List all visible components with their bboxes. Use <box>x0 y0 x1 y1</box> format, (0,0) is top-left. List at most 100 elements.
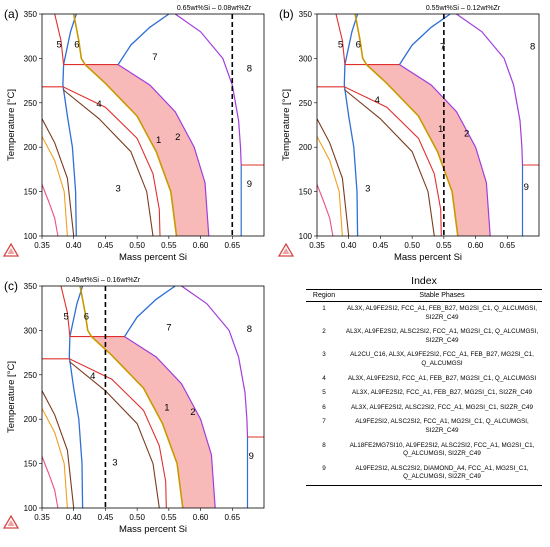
x-axis-label: Mass percent Si <box>119 524 187 535</box>
phase-boundary-line <box>343 14 359 236</box>
region-cell: 3 <box>322 351 326 359</box>
phase-boundary-line <box>68 361 160 508</box>
x-tick-label: 0.45 <box>373 241 389 250</box>
x-tick-label: 0.65 <box>224 513 240 522</box>
panel-b: 0.35 0.40 0.45 0.50 0.55 0.60 0.65 100 150 200 250… <box>275 0 550 270</box>
phases-cell: AL3X, AL9FE2SI2, FCC_A1, FEB_B27, MG2SI_… <box>352 389 532 397</box>
x-tick-label: 0.35 <box>34 241 50 250</box>
x-tick-label: 0.50 <box>129 241 145 250</box>
region-label: 7 <box>152 52 157 63</box>
phase-boundary-line <box>42 118 75 236</box>
y-tick-label: 100 <box>299 232 313 241</box>
phase-boundary-line <box>90 336 184 508</box>
phase-boundary-line <box>317 118 350 236</box>
panel-a: 0.35 0.40 0.45 0.50 0.55 0.60 0.65 100 150 200 250… <box>0 0 275 270</box>
phase-boundary-line <box>456 14 524 166</box>
phase-boundary-line <box>54 14 119 66</box>
region-cell: 4 <box>322 374 326 382</box>
phases-cell: AL3X, AL9FE2SI2, FCC_A1, FEB_B27, MG2SI_… <box>346 305 538 321</box>
region-label: 4 <box>96 99 101 110</box>
x-tick-label: 0.65 <box>224 241 240 250</box>
phases-cell: AL9FE2SI2, ALSC2SI2, FCC_A1, MG2SI_C1, Q… <box>355 418 529 434</box>
region-label: 4 <box>90 371 95 382</box>
panel-label: (c) <box>4 279 18 293</box>
x-tick-label: 0.60 <box>468 241 484 250</box>
y-tick-label: 250 <box>24 371 38 380</box>
table-row: 9 AL9FE2SI2, ALSC2SI2, DIAMOND_A4, FCC_A1… <box>306 461 542 486</box>
x-tick-label: 0.60 <box>193 241 209 250</box>
x-tick-label: 0.35 <box>34 513 50 522</box>
index-table: Region Stable Phases 1 AL3X, AL9FE2SI2, F… <box>306 289 542 486</box>
phase-boundary-line <box>181 286 249 438</box>
phase-diagram-b: 0.35 0.40 0.45 0.50 0.55 0.60 0.65100150200250… <box>277 5 540 263</box>
phases-cell: AL3X, AL9FE2SI2, ALSC2SI2, FCC_A1, MG2SI… <box>350 403 533 411</box>
x-tick-label: 0.55 <box>436 241 452 250</box>
region-label: 6 <box>84 312 89 323</box>
plot-frame <box>316 13 540 237</box>
phase-boundary-line <box>343 89 435 236</box>
phase-boundary-line <box>79 286 93 338</box>
y-tick-label: 250 <box>299 99 313 108</box>
table-row: 2 AL3X, AL9FE2SI2, ALSC2SI2, FCC_A1, MG2S… <box>306 325 542 348</box>
logo-icon <box>277 242 295 257</box>
phase-boundary-line <box>317 136 343 236</box>
region-label: 6 <box>356 40 361 51</box>
region-label: 9 <box>249 451 254 462</box>
phase-boundary-line <box>317 184 334 236</box>
y-tick-label: 300 <box>24 326 38 335</box>
phases-cell: AL3X, AL9FE2SI2, FCC_A1, FEB_B27, MG2SI_… <box>347 374 537 382</box>
y-tick-label: 350 <box>299 10 313 19</box>
phases-cell: AL3X, AL9FE2SI2, ALSC2SI2, FCC_A1, MG2SI… <box>345 328 539 344</box>
logo-icon-inner <box>282 248 290 254</box>
region-label: 7 <box>166 322 171 333</box>
x-tick-label: 0.55 <box>161 513 177 522</box>
table-row: 5 AL3X, AL9FE2SI2, FCC_A1, FEB_B27, MG2SI… <box>306 386 542 401</box>
y-tick-label: 300 <box>299 54 313 63</box>
plot-area <box>42 14 264 236</box>
phase-boundary-line <box>117 14 170 65</box>
y-tick-label: 200 <box>24 415 38 424</box>
phase-boundary-line <box>42 86 161 236</box>
region-2-highlight <box>366 64 491 236</box>
y-tick-label: 100 <box>24 504 38 513</box>
phase-boundary-line <box>68 286 84 508</box>
phase-boundary-line <box>42 358 167 508</box>
region-label: 1 <box>438 124 443 135</box>
plot-area <box>317 14 539 236</box>
phase-boundary-line <box>117 64 210 236</box>
region-2-highlight <box>85 64 209 236</box>
y-axis-label: Temperature [°C] <box>6 361 17 433</box>
phase-boundary-line <box>124 336 216 508</box>
phase-boundary-line <box>399 64 491 236</box>
y-tick-label: 250 <box>24 99 38 108</box>
phase-boundary-line <box>84 64 178 236</box>
table-row: 3 AL2CU_C16, AL3X, AL9FE2SI2, FCC_A1, FEB… <box>306 348 542 371</box>
phase-boundary-line <box>42 184 59 236</box>
x-tick-label: 0.50 <box>129 513 145 522</box>
region-cell: 8 <box>322 441 326 449</box>
y-tick-label: 150 <box>299 188 313 197</box>
phases-cell: AL9FE2SI2, ALSC2SI2, DIAMOND_A4, FCC_A1,… <box>342 461 542 486</box>
x-axis-label: Mass percent Si <box>394 252 462 263</box>
table-row: 4 AL3X, AL9FE2SI2, FCC_A1, FEB_B27, MG2SI… <box>306 372 542 387</box>
region-label: 9 <box>247 179 252 190</box>
y-tick-label: 200 <box>24 143 38 152</box>
region-label: 7 <box>440 42 445 53</box>
panel-label: (b) <box>279 7 294 21</box>
plot-frame <box>41 285 265 509</box>
region-cell: 5 <box>322 389 326 397</box>
phase-boundary-line <box>60 286 125 338</box>
x-tick-label: 0.45 <box>98 241 114 250</box>
panel-c: 0.35 0.40 0.45 0.50 0.55 0.60 0.65 100 150 200 250… <box>0 272 275 542</box>
index-title: Index <box>411 275 437 287</box>
composition-annotation: 0.65wt%Si – 0.08wt%Zr <box>177 5 252 12</box>
phase-boundary-line <box>398 14 451 65</box>
region-cell: 9 <box>306 461 342 486</box>
region-label: 9 <box>524 182 529 193</box>
region-label: 2 <box>175 132 180 143</box>
col-header-region: Region <box>306 289 342 302</box>
y-tick-label: 100 <box>24 232 38 241</box>
region-cell: 1 <box>322 305 326 312</box>
phase-boundary-line <box>62 89 154 236</box>
region-label: 1 <box>156 135 161 146</box>
